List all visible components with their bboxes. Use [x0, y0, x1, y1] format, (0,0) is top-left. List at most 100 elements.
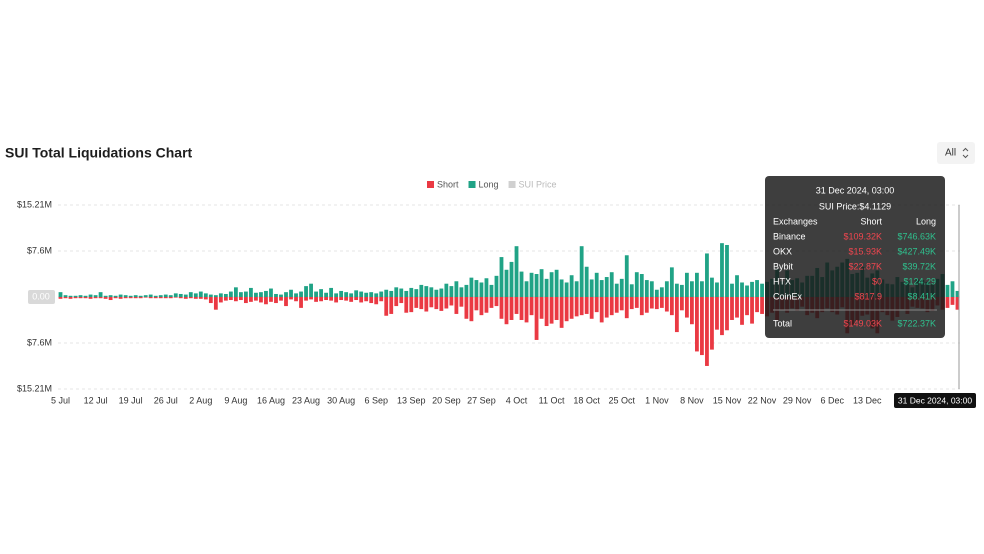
bar — [108, 295, 113, 297]
legend-swatch[interactable] — [427, 181, 434, 188]
bar — [755, 280, 759, 297]
bar — [269, 288, 273, 297]
bar — [669, 297, 674, 316]
bar — [710, 297, 714, 350]
tooltip-header: Long — [916, 216, 936, 226]
bar — [735, 275, 739, 297]
bar — [584, 297, 589, 314]
legend-swatch[interactable] — [508, 181, 516, 188]
bar — [58, 297, 63, 299]
range-label[interactable]: All — [945, 148, 956, 159]
bar — [254, 297, 258, 301]
bar — [324, 297, 328, 301]
bar — [619, 297, 624, 311]
bar — [594, 297, 599, 313]
bar — [509, 297, 514, 320]
bar — [504, 297, 509, 325]
bar — [193, 293, 198, 297]
bar — [479, 282, 484, 297]
bar — [614, 283, 619, 297]
bar — [760, 283, 764, 297]
bar — [695, 297, 699, 352]
bar — [103, 297, 108, 299]
bar — [619, 278, 624, 297]
bar — [624, 255, 629, 297]
crosshair-label-box — [894, 393, 976, 408]
bar — [434, 289, 439, 297]
legend-label[interactable]: Long — [479, 179, 499, 189]
bar — [178, 297, 183, 299]
bar — [720, 243, 724, 297]
bar — [634, 272, 639, 297]
bar — [163, 294, 168, 297]
bar — [279, 297, 283, 301]
bar — [379, 297, 384, 302]
bar — [294, 293, 298, 297]
x-tick-label: 26 Jul — [154, 395, 178, 405]
bar — [424, 297, 429, 312]
bar — [384, 289, 389, 297]
bar — [344, 297, 349, 301]
bar — [259, 292, 263, 297]
bar — [469, 297, 474, 322]
bar — [534, 274, 539, 297]
tooltip-cell: Bybit — [773, 261, 794, 271]
bar — [579, 297, 584, 316]
bar — [78, 295, 83, 297]
bar — [439, 297, 444, 311]
bar — [158, 295, 163, 297]
bar — [344, 292, 349, 297]
bar — [193, 297, 198, 299]
tooltip-cell: $8.41K — [907, 291, 936, 301]
bar — [128, 295, 133, 297]
bar — [108, 297, 113, 301]
bar — [539, 297, 544, 319]
tooltip: 31 Dec 2024, 03:00 SUI Price:$4.1129Excha… — [765, 176, 945, 338]
bar — [244, 291, 248, 297]
bar — [649, 281, 654, 297]
bar — [354, 290, 359, 297]
bar — [514, 297, 519, 314]
bar — [609, 272, 614, 297]
bar — [429, 297, 434, 308]
legend-label[interactable]: SUI Price — [519, 179, 557, 189]
bar — [529, 272, 534, 297]
bar — [113, 297, 118, 299]
bar — [654, 297, 659, 310]
range-selector[interactable]: All — [937, 142, 975, 164]
bar — [274, 293, 278, 297]
bar — [294, 297, 298, 302]
bar — [599, 297, 604, 323]
bar — [484, 278, 489, 297]
legend-swatch[interactable] — [468, 181, 476, 188]
bar — [474, 280, 479, 297]
bar — [489, 284, 494, 297]
bar — [444, 283, 449, 297]
bar — [143, 297, 148, 298]
crosshair-label: 31 Dec 2024, 03:00 — [898, 395, 972, 405]
tooltip-cell: OKX — [773, 246, 792, 256]
bar — [188, 297, 193, 299]
x-tick-label: 20 Sep — [432, 395, 461, 405]
tooltip-total: $722.37K — [897, 318, 936, 328]
bar — [740, 297, 744, 325]
bar — [73, 297, 78, 299]
x-tick-label: 2 Aug — [189, 395, 212, 405]
bar — [629, 284, 634, 297]
x-tick-label: 16 Aug — [257, 395, 285, 405]
bar — [554, 297, 559, 320]
y-tick-label: $15.21M — [17, 383, 52, 393]
bar — [735, 297, 739, 318]
bar — [524, 297, 529, 323]
bar — [715, 282, 719, 297]
range-button[interactable] — [937, 142, 975, 164]
bar — [143, 295, 148, 297]
legend-label[interactable]: Short — [437, 179, 459, 189]
tooltip-price: SUI Price:$4.1129 — [819, 201, 891, 211]
bar — [213, 295, 218, 297]
tooltip-header: Exchanges — [773, 216, 818, 226]
y-tick-label: $7.6M — [27, 337, 52, 347]
bar — [93, 297, 98, 299]
bar — [244, 297, 248, 304]
